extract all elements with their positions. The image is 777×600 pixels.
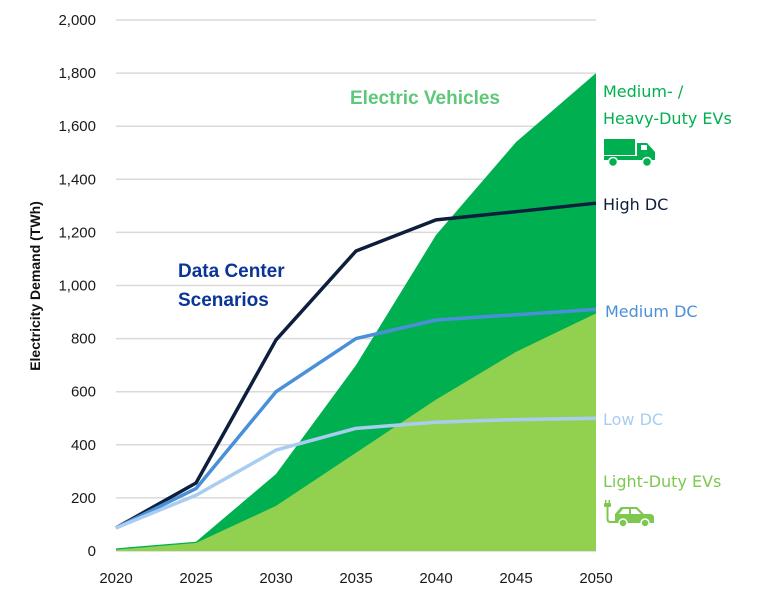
area-layer (116, 73, 596, 551)
annotation-data-center-line2: Scenarios (178, 290, 269, 311)
y-tick-label: 600 (71, 384, 96, 401)
label-medium-dc: Medium DC (605, 302, 698, 321)
x-tick-label: 2020 (99, 570, 132, 587)
x-tick-label: 2035 (339, 570, 372, 587)
y-tick-label: 2,000 (58, 12, 96, 29)
y-tick-label: 400 (71, 437, 96, 454)
y-axis-label: Electricity Demand (TWh) (27, 201, 43, 371)
x-tick-label: 2030 (259, 570, 292, 587)
label-mhd-evs-line2: Heavy-Duty EVs (603, 109, 732, 128)
area-light-duty-evs (116, 313, 596, 551)
x-tick-label: 2025 (179, 570, 212, 587)
x-axis-ticks: 2020 2025 2030 2035 2040 2045 2050 (99, 570, 612, 587)
x-tick-label: 2045 (499, 570, 532, 587)
y-tick-label: 1,200 (58, 224, 96, 241)
y-axis-ticks: 0 200 400 600 800 1,000 1,200 1,400 1,600 1,800 2,… (58, 12, 96, 560)
x-tick-label: 2040 (419, 570, 452, 587)
electric-car-icon (604, 500, 654, 528)
annotation-electric-vehicles: Electric Vehicles (350, 88, 500, 109)
label-light-duty-evs: Light-Duty EVs (603, 472, 721, 491)
truck-icon (604, 139, 655, 168)
label-mhd-evs-line1: Medium- / (603, 82, 684, 101)
y-tick-label: 1,400 (58, 171, 96, 188)
y-tick-label: 800 (71, 331, 96, 348)
label-low-dc: Low DC (603, 410, 663, 429)
y-tick-label: 1,800 (58, 65, 96, 82)
annotation-data-center-line1: Data Center (178, 261, 285, 282)
y-tick-label: 1,600 (58, 118, 96, 135)
y-tick-label: 1,000 (58, 278, 96, 295)
y-tick-label: 200 (71, 490, 96, 507)
line-layer (115, 201, 597, 530)
x-tick-label: 2050 (579, 570, 612, 587)
y-tick-label: 0 (88, 543, 96, 560)
label-high-dc: High DC (603, 195, 668, 214)
